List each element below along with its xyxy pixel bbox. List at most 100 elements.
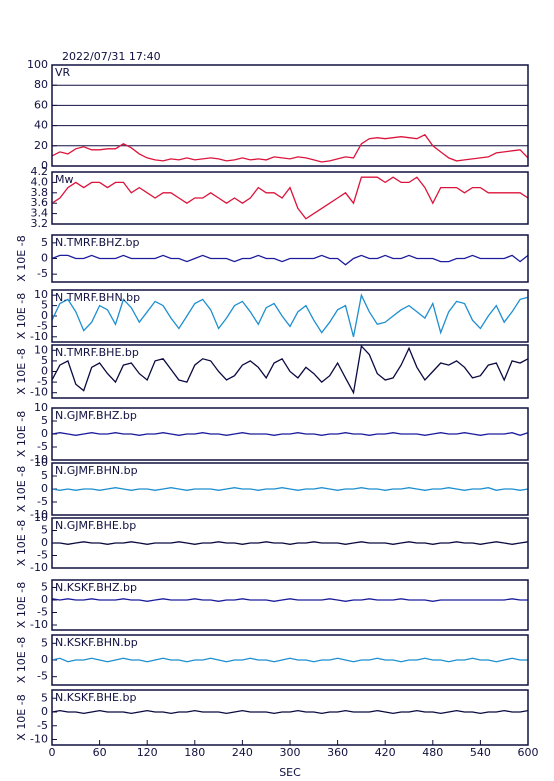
y-tick-label: -5 (37, 719, 48, 732)
panel-label: N.TMRF.BHZ.bp (55, 236, 139, 249)
panel-frame (51, 289, 529, 343)
series-line (51, 344, 529, 395)
y-tick-label: 0 (41, 482, 48, 495)
y-tick-label: 0 (41, 593, 48, 606)
series-line (51, 598, 528, 602)
y-tick-label: 0 (41, 705, 48, 718)
y-tick-label: -10 (30, 508, 48, 521)
y-tick-label: 3.2 (31, 217, 49, 230)
y-tick-label: 3.4 (31, 207, 49, 220)
series-line (51, 133, 529, 163)
panel-label: VR (55, 66, 71, 79)
series-line (51, 432, 529, 436)
y-tick-label: 5 (41, 524, 48, 537)
panel-label: N.KSKF.BHE.bp (55, 691, 136, 704)
panel-frame (51, 579, 529, 631)
panel-label: N.TMRF.BHN.bp (55, 291, 140, 304)
y-tick-label: -5 (37, 440, 48, 453)
x-tick-label: 240 (232, 746, 253, 759)
y-tick-label: -5 (37, 495, 48, 508)
y-tick-label: 20 (34, 139, 48, 152)
y-tick-label: 80 (34, 78, 48, 91)
y-tick-label: 5 (41, 691, 48, 704)
y-axis-label: X 10E -8 (15, 235, 28, 281)
panel-label: Mw (55, 173, 74, 186)
x-tick-label: 480 (422, 746, 443, 759)
y-tick-label: 5 (41, 299, 48, 312)
y-tick-label: 10 (34, 343, 48, 356)
panel-label: N.TMRF.BHE.bp (55, 346, 139, 359)
y-tick-label: 60 (34, 98, 48, 111)
chart-title: 2022/07/31 17:40 (62, 50, 161, 63)
panel-label: N.KSKF.BHZ.bp (55, 581, 137, 594)
y-axis-label: X 10E -8 (15, 520, 28, 566)
y-tick-label: 5 (41, 414, 48, 427)
y-tick-label: -10 (30, 618, 48, 631)
y-axis-label: X 10E -8 (15, 582, 28, 628)
panel-label: N.GJMF.BHE.bp (55, 519, 136, 532)
y-tick-label: 5 (41, 469, 48, 482)
series-line (51, 254, 529, 266)
y-tick-label: -10 (30, 453, 48, 466)
x-axis-label: SEC (279, 766, 301, 779)
x-tick-label: 600 (518, 746, 539, 759)
panel-frame (51, 407, 529, 461)
y-tick-label: 0 (41, 427, 48, 440)
y-axis-label: X 10E -8 (15, 411, 28, 457)
y-tick-label: 4.2 (31, 165, 49, 178)
panel-frame (51, 234, 529, 283)
panel-frame (51, 634, 529, 686)
x-tick-label: 540 (470, 746, 491, 759)
panel-label: N.GJMF.BHN.bp (55, 464, 138, 477)
panel-frame (51, 517, 529, 569)
x-tick-label: 120 (137, 746, 158, 759)
y-tick-label: 0 (41, 653, 48, 666)
y-tick-label: -5 (37, 267, 48, 280)
y-axis-label: X 10E -8 (15, 694, 28, 740)
y-tick-label: 5 (41, 354, 48, 367)
x-tick-label: 300 (280, 746, 301, 759)
panel-frame (51, 462, 529, 516)
y-tick-label: 10 (34, 401, 48, 414)
y-tick-label: -10 (30, 386, 48, 399)
y-tick-label: 40 (34, 119, 48, 132)
y-tick-label: -5 (37, 606, 48, 619)
y-tick-label: -5 (37, 549, 48, 562)
y-axis-label: X 10E -8 (15, 466, 28, 512)
series-line (51, 293, 529, 337)
y-tick-label: 0 (41, 159, 48, 172)
series-line (51, 176, 529, 220)
y-axis-label: X 10E -8 (15, 348, 28, 394)
y-tick-label: 5 (41, 636, 48, 649)
y-tick-label: -5 (37, 375, 48, 388)
y-tick-label: 0 (41, 536, 48, 549)
series-line (51, 657, 528, 663)
panel-frame (51, 171, 529, 225)
x-tick-label: 60 (93, 746, 107, 759)
series-line (52, 541, 529, 545)
y-tick-label: -5 (37, 670, 48, 683)
y-tick-label: 5 (41, 236, 48, 249)
y-tick-label: 10 (34, 288, 48, 301)
y-tick-label: -10 (30, 733, 48, 746)
series-line (51, 487, 529, 491)
panel-label: N.GJMF.BHZ.bp (55, 409, 137, 422)
y-tick-label: -5 (37, 319, 48, 332)
panel-frame (51, 64, 529, 167)
y-axis-label: X 10E -8 (15, 293, 28, 339)
x-tick-label: 0 (49, 746, 56, 759)
panel-label: N.KSKF.BHN.bp (55, 636, 138, 649)
y-tick-label: 0 (41, 309, 48, 322)
y-tick-label: 10 (34, 456, 48, 469)
x-tick-label: 420 (375, 746, 396, 759)
y-tick-label: -10 (30, 330, 48, 343)
y-tick-label: 4.0 (31, 175, 49, 188)
y-tick-label: 100 (27, 58, 48, 71)
y-tick-label: 3.6 (31, 196, 49, 209)
x-tick-label: 180 (184, 746, 205, 759)
y-axis-label: X 10E -8 (15, 637, 28, 683)
x-tick-label: 360 (327, 746, 348, 759)
panel-frame (51, 344, 529, 399)
y-tick-label: 0 (41, 252, 48, 265)
